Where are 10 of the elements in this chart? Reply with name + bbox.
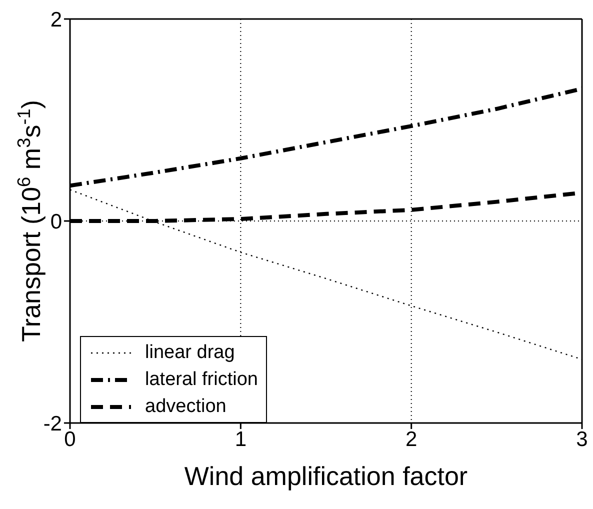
x-tick-label: 3 — [576, 428, 588, 451]
x-axis-title: Wind amplification factor — [184, 461, 468, 491]
legend-label: lateral friction — [145, 368, 258, 390]
x-tick-label: 1 — [234, 428, 247, 451]
y-tick-label: -2 — [43, 412, 62, 436]
x-tick-label: 2 — [405, 428, 418, 451]
legend-label: linear drag — [145, 342, 235, 364]
y-tick-label: 0 — [50, 210, 62, 234]
legend-label: advection — [145, 396, 226, 418]
y-tick-label: 2 — [50, 8, 62, 32]
